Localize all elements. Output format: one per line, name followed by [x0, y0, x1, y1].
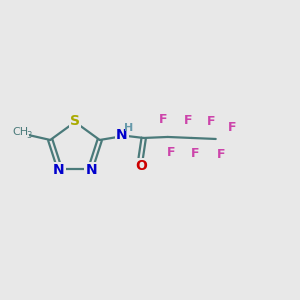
- Text: N: N: [116, 128, 127, 142]
- Text: F: F: [184, 115, 192, 128]
- Text: H: H: [124, 123, 134, 133]
- Text: F: F: [227, 122, 236, 134]
- Text: CH: CH: [12, 127, 28, 137]
- Text: F: F: [206, 116, 215, 128]
- Text: F: F: [190, 148, 199, 160]
- Text: F: F: [217, 148, 225, 161]
- Text: S: S: [70, 114, 80, 128]
- Text: N: N: [53, 163, 64, 177]
- Text: N: N: [85, 163, 97, 177]
- Text: O: O: [135, 159, 147, 173]
- Text: F: F: [158, 113, 167, 127]
- Text: F: F: [167, 146, 175, 160]
- Text: 3: 3: [26, 131, 32, 140]
